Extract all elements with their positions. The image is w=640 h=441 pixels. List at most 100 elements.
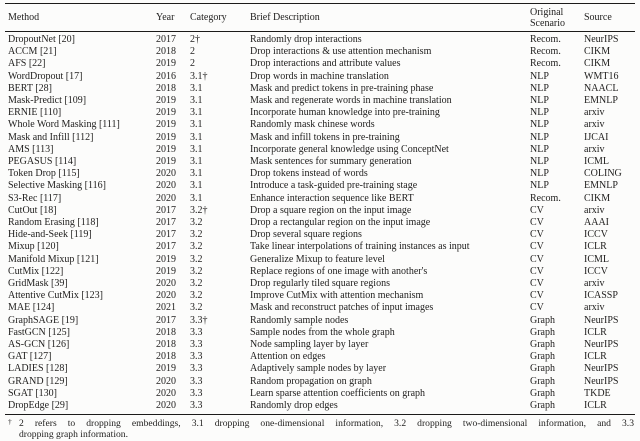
cell-method: AS-GCN [126] (8, 339, 70, 351)
cell-scenario: NLP (530, 180, 549, 192)
table-row: Mask and Infill [112] 2019 3.1 Mask and … (5, 132, 635, 144)
cell-source: ICLR (584, 326, 607, 338)
table-row: ERNIE [110] 2019 3.1 Incorporate human k… (5, 107, 635, 119)
cell-source: NAACL (584, 82, 619, 94)
cell-year: 2018 (156, 351, 176, 363)
cell-scenario: NLP (530, 143, 549, 155)
table-row: GridMask [39] 2020 3.2 Drop regularly ti… (5, 278, 635, 290)
cell-source: ICML (584, 156, 609, 168)
cell-source: NeurIPS (584, 363, 619, 375)
cell-method: Whole Word Masking [111] (8, 119, 120, 131)
cell-scenario: Graph (530, 363, 555, 375)
cell-method: ERNIE [110] (8, 107, 62, 119)
footnote-line-2: dropping graph information. (19, 429, 128, 441)
cell-source: CIKM (584, 192, 611, 204)
table-row: SGAT [130] 2020 3.3 Learn sparse attenti… (5, 388, 635, 400)
cell-year: 2018 (156, 339, 176, 351)
cell-category: 3.1 (190, 95, 203, 107)
cell-scenario: CV (530, 265, 544, 277)
column-header-source: Source (584, 12, 612, 23)
cell-year: 2021 (156, 302, 176, 314)
table-row: LADIES [128] 2019 3.3 Adaptively sample … (5, 363, 635, 375)
cell-year: 2020 (156, 168, 176, 180)
table-row: WordDropout [17] 2016 3.1† Drop words in… (5, 71, 635, 83)
cell-category: 3.3 (190, 363, 203, 375)
cell-year: 2017 (156, 229, 176, 241)
cell-category: 3.3 (190, 387, 203, 399)
cell-scenario: NLP (530, 156, 549, 168)
methods-table: Method Year Category Brief Description O… (5, 3, 635, 416)
cell-method: FastGCN [125] (8, 326, 70, 338)
table-row: FastGCN [125] 2018 3.3 Sample nodes from… (5, 327, 635, 339)
cell-category: 3.2 (190, 217, 203, 229)
table-row: BERT [28] 2018 3.1 Mask and predict toke… (5, 83, 635, 95)
cell-category: 2 (190, 46, 195, 58)
cell-source: NeurIPS (584, 34, 619, 45)
cell-year: 2019 (156, 107, 176, 119)
cell-source: EMNLP (584, 180, 618, 192)
cell-source: ICLR (584, 351, 607, 363)
cell-scenario: Graph (530, 351, 555, 363)
cell-method: GridMask [39] (8, 278, 68, 290)
cell-category: 3.2† (190, 204, 208, 216)
cell-description: Drop several square regions (250, 229, 362, 241)
cell-scenario: Graph (530, 387, 555, 399)
cell-description: Adaptively sample nodes by layer (250, 363, 387, 375)
cell-year: 2020 (156, 400, 176, 412)
table-row: CutOut [18] 2017 3.2† Drop a square regi… (5, 205, 635, 217)
cell-source: IJCAI (584, 131, 609, 143)
table-row: Mask-Predict [109] 2019 3.1 Mask and reg… (5, 95, 635, 107)
cell-description: Randomly sample nodes (250, 314, 349, 326)
cell-description: Node sampling layer by layer (250, 339, 369, 351)
table-row: DropEdge [29] 2020 3.3 Randomly drop edg… (5, 400, 635, 415)
table-row: Random Erasing [118] 2017 3.2 Drop a rec… (5, 217, 635, 229)
cell-description: Improve CutMix with attention mechanism (250, 290, 424, 302)
table-row: AMS [113] 2019 3.1 Incorporate general k… (5, 144, 635, 156)
table-row: CutMix [122] 2019 3.2 Replace regions of… (5, 266, 635, 278)
cell-source: AAAI (584, 217, 609, 229)
cell-description: Drop a square region on the input image (250, 204, 412, 216)
cell-source: NeurIPS (584, 339, 619, 351)
cell-year: 2020 (156, 375, 176, 387)
cell-description: Drop interactions & use attention mechan… (250, 46, 432, 58)
cell-year: 2019 (156, 58, 176, 70)
cell-method: AMS [113] (8, 143, 54, 155)
table-row: PEGASUS [114] 2019 3.1 Mask sentences fo… (5, 156, 635, 168)
cell-source: TKDE (584, 387, 611, 399)
cell-method: CutMix [122] (8, 265, 64, 277)
cell-description: Incorporate general knowledge using Conc… (250, 143, 449, 155)
table-body: DropoutNet [20] 2017 2† Randomly drop in… (5, 32, 635, 415)
cell-description: Mask and predict tokens in pre-training … (250, 82, 434, 94)
cell-source: arxiv (584, 143, 605, 155)
cell-method: Attentive CutMix [123] (8, 290, 103, 302)
cell-description: Sample nodes from the whole graph (250, 326, 395, 338)
cell-year: 2019 (156, 156, 176, 168)
cell-description: Drop tokens instead of words (250, 168, 368, 180)
cell-method: MAE [124] (8, 302, 55, 314)
cell-method: CutOut [18] (8, 204, 57, 216)
cell-scenario: Graph (530, 339, 555, 351)
cell-scenario: NLP (530, 131, 549, 143)
cell-description: Drop a rectangular region on the input i… (250, 217, 431, 229)
cell-category: 3.3 (190, 375, 203, 387)
table-row: Attentive CutMix [123] 2020 3.2 Improve … (5, 290, 635, 302)
table-row: Hide-and-Seek [119] 2017 3.2 Drop severa… (5, 229, 635, 241)
cell-scenario: CV (530, 241, 544, 253)
cell-year: 2019 (156, 253, 176, 265)
cell-description: Take linear interpolations of training i… (250, 241, 470, 253)
cell-category: 3.2 (190, 265, 203, 277)
cell-scenario: CV (530, 302, 544, 314)
cell-category: 3.3 (190, 339, 203, 351)
footnote-line-1: 2 refers to dropping embeddings, 3.1 dro… (19, 418, 634, 430)
cell-description: Generalize Mixup to feature level (250, 253, 385, 265)
cell-source: ICCV (584, 265, 608, 277)
cell-scenario: Graph (530, 400, 555, 412)
cell-description: Enhance interaction sequence like BERT (250, 192, 414, 204)
cell-source: ICML (584, 253, 609, 265)
table-row: DropoutNet [20] 2017 2† Randomly drop in… (5, 32, 635, 47)
table-row: S3-Rec [117] 2020 3.1 Enhance interactio… (5, 193, 635, 205)
cell-scenario: NLP (530, 107, 549, 119)
cell-source: COLING (584, 168, 622, 180)
cell-source: arxiv (584, 302, 605, 314)
table-row: GRAND [129] 2020 3.3 Random propagation … (5, 376, 635, 388)
